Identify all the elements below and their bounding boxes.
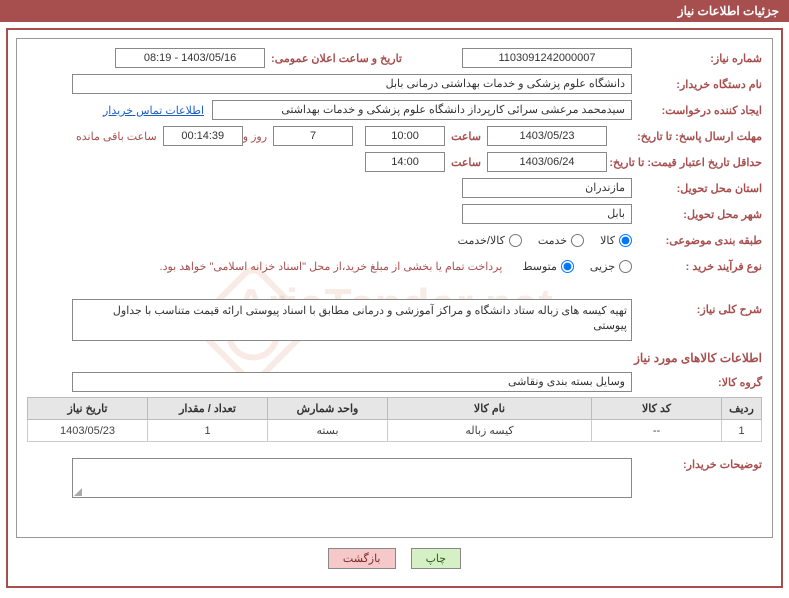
buyer-org-field: دانشگاه علوم پزشکی و خدمات بهداشتی درمان… [72,74,632,94]
days-suffix: روز و [243,130,267,143]
radio-goods-service[interactable]: کالا/خدمت [458,234,522,247]
panel-title: جزئیات اطلاعات نیاز [678,4,779,18]
category-radio-group: کالا خدمت کالا/خدمت [458,234,632,247]
resize-handle-icon[interactable] [74,488,82,496]
deadline-time-field: 10:00 [365,126,445,146]
validity-label: حداقل تاریخ اعتبار قیمت: تا تاریخ: [607,156,762,169]
city-label: شهر محل تحویل: [632,208,762,221]
table-header-row: ردیف کد کالا نام کالا واحد شمارش تعداد /… [28,398,762,420]
days-remaining-field: 7 [273,126,353,146]
buyer-notes-label: توضیحات خریدار: [632,454,762,471]
radio-partial-input[interactable] [619,260,632,273]
row-category: طبقه بندی موضوعی: کالا خدمت کالا/خدمت [27,229,762,251]
goods-section-title: اطلاعات کالاهای مورد نیاز [27,351,762,365]
td-name: کیسه زباله [388,420,592,442]
goods-group-label: گروه کالا: [632,376,762,389]
requester-field: سیدمحمد مرعشی سرائی کارپرداز دانشگاه علو… [212,100,632,120]
row-province: استان محل تحویل: مازندران [27,177,762,199]
row-validity: حداقل تاریخ اعتبار قیمت: تا تاریخ: 1403/… [27,151,762,173]
row-process: نوع فرآیند خرید : جزیی متوسط پرداخت تمام… [27,255,762,277]
td-qty: 1 [148,420,268,442]
row-buyer-notes: توضیحات خریدار: [27,454,762,498]
process-note: پرداخت تمام یا بخشی از مبلغ خرید،از محل … [160,260,503,273]
row-requester: ایجاد کننده درخواست: سیدمحمد مرعشی سرائی… [27,99,762,121]
buyer-org-label: نام دستگاه خریدار: [632,78,762,91]
deadline-label: مهلت ارسال پاسخ: تا تاریخ: [607,130,762,143]
announce-field: 1403/05/16 - 08:19 [115,48,265,68]
buyer-contact-link[interactable]: اطلاعات تماس خریدار [103,104,204,117]
row-deadline: مهلت ارسال پاسخ: تا تاریخ: 1403/05/23 سا… [27,125,762,147]
announce-label: تاریخ و ساعت اعلان عمومی: [271,52,402,65]
province-label: استان محل تحویل: [632,182,762,195]
back-button[interactable]: بازگشت [328,548,396,569]
row-buyer-org: نام دستگاه خریدار: دانشگاه علوم پزشکی و … [27,73,762,95]
th-unit: واحد شمارش [268,398,388,420]
summary-label: شرح کلی نیاز: [632,299,762,316]
radio-medium-input[interactable] [561,260,574,273]
radio-goods[interactable]: کالا [600,234,632,247]
row-summary: شرح کلی نیاز: تهیه کیسه های زباله ستاد د… [27,299,762,341]
radio-goods-service-input[interactable] [509,234,522,247]
radio-medium[interactable]: متوسط [522,260,574,273]
time-remaining-field: 00:14:39 [163,126,243,146]
need-no-field: 1103091242000007 [462,48,632,68]
goods-group-field: وسایل بسته بندی ونقاشی [72,372,632,392]
buyer-notes-field[interactable] [72,458,632,498]
city-field: بابل [462,204,632,224]
category-label: طبقه بندی موضوعی: [632,234,762,247]
outer-frame: AriaTender.net شماره نیاز: 1103091242000… [6,28,783,588]
time-label-2: ساعت [451,156,481,169]
td-idx: 1 [722,420,762,442]
summary-field: تهیه کیسه های زباله ستاد دانشگاه و مراکز… [72,299,632,341]
td-code: -- [592,420,722,442]
td-date: 1403/05/23 [28,420,148,442]
print-button[interactable]: چاپ [411,548,462,569]
footer-buttons: چاپ بازگشت [16,548,773,569]
radio-service-input[interactable] [571,234,584,247]
province-field: مازندران [462,178,632,198]
row-city: شهر محل تحویل: بابل [27,203,762,225]
validity-date-field: 1403/06/24 [487,152,607,172]
time-label-1: ساعت [451,130,481,143]
details-panel: شماره نیاز: 1103091242000007 تاریخ و ساع… [16,38,773,538]
process-label: نوع فرآیند خرید : [632,260,762,273]
radio-goods-input[interactable] [619,234,632,247]
process-radio-group: جزیی متوسط [522,260,632,273]
need-no-label: شماره نیاز: [632,52,762,65]
th-idx: ردیف [722,398,762,420]
td-unit: بسته [268,420,388,442]
radio-partial[interactable]: جزیی [590,260,632,273]
row-goods-group: گروه کالا: وسایل بسته بندی ونقاشی [27,371,762,393]
goods-table: ردیف کد کالا نام کالا واحد شمارش تعداد /… [27,397,762,442]
panel-header: جزئیات اطلاعات نیاز [0,0,789,22]
deadline-date-field: 1403/05/23 [487,126,607,146]
th-date: تاریخ نیاز [28,398,148,420]
table-row: 1 -- کیسه زباله بسته 1 1403/05/23 [28,420,762,442]
validity-time-field: 14:00 [365,152,445,172]
th-qty: تعداد / مقدار [148,398,268,420]
th-code: کد کالا [592,398,722,420]
requester-label: ایجاد کننده درخواست: [632,104,762,117]
row-need-number: شماره نیاز: 1103091242000007 تاریخ و ساع… [27,47,762,69]
remaining-suffix: ساعت باقی مانده [76,130,157,143]
radio-service[interactable]: خدمت [538,234,584,247]
th-name: نام کالا [388,398,592,420]
